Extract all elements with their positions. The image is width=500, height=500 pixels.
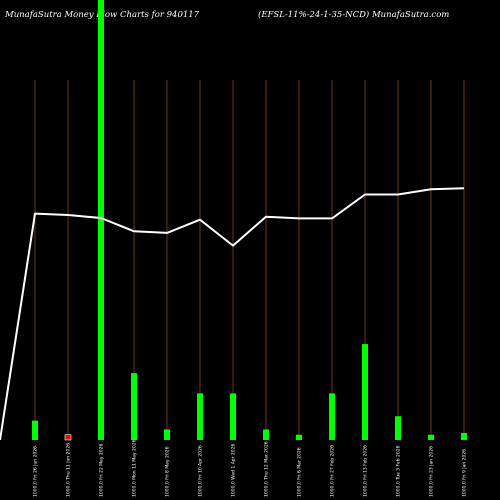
flow-bar-4 — [164, 429, 170, 440]
x-tick-label-4: 1000.0 Fri 8 May 2026 — [165, 446, 171, 497]
x-tick-label-13: 1000.0 Fri 9 Jan 2026 — [462, 449, 468, 497]
flow-bar-9 — [329, 393, 335, 440]
x-tick-label-12: 1000.0 Fri 23 Jan 2026 — [429, 446, 435, 497]
label-layer: 1000.0 Fri 26 Jun 2026 1000.0 Thu 11 Jun … — [33, 439, 468, 497]
line-layer — [0, 187, 465, 441]
flow-bar-7 — [263, 429, 269, 440]
flow-bar-10 — [362, 344, 368, 440]
chart-subtitle: (EFSL-11%-24-1-35-NCD) MunafaSutra.com — [258, 10, 450, 20]
x-tick-label-7: 1000.0 Thu 12 Mar 2026 — [264, 441, 270, 497]
x-tick-label-11: 1000.0 Tue 3 Feb 2026 — [396, 445, 402, 497]
x-tick-label-8: 1000.0 Fri 6 Mar 2026 — [297, 447, 303, 497]
x-tick-label-2: 1000.0 Fri 22 May 2026 — [99, 444, 105, 497]
x-tick-label-10: 1000.0 Fri 13 Feb 2026 — [363, 445, 369, 497]
flow-bar-5 — [197, 393, 203, 440]
bar-layer — [32, 0, 467, 441]
flow-bar-3 — [131, 373, 137, 440]
flow-bar-6 — [230, 393, 236, 440]
flow-bar-11 — [395, 416, 401, 440]
x-tick-label-6: 1000.0 Wed 1 Apr 2026 — [231, 443, 237, 497]
flow-bar-8 — [296, 434, 302, 440]
x-tick-label-3: 1000.0 Mon 11 May 2026 — [132, 439, 138, 497]
flow-bar-13 — [461, 432, 467, 440]
price-line — [0, 187, 465, 441]
x-tick-label-0: 1000.0 Fri 26 Jun 2026 — [33, 446, 39, 497]
flow-bar-12 — [428, 434, 434, 440]
x-tick-label-5: 1000.0 Fri 10 Apr 2026 — [198, 445, 204, 497]
x-tick-label-9: 1000.0 Fri 27 Feb 2026 — [330, 445, 336, 497]
flow-bar-2 — [98, 0, 104, 440]
flow-bar-1 — [64, 434, 72, 441]
flow-bar-0 — [32, 420, 38, 440]
x-tick-label-1: 1000.0 Thu 11 Jun 2026 — [66, 443, 72, 497]
